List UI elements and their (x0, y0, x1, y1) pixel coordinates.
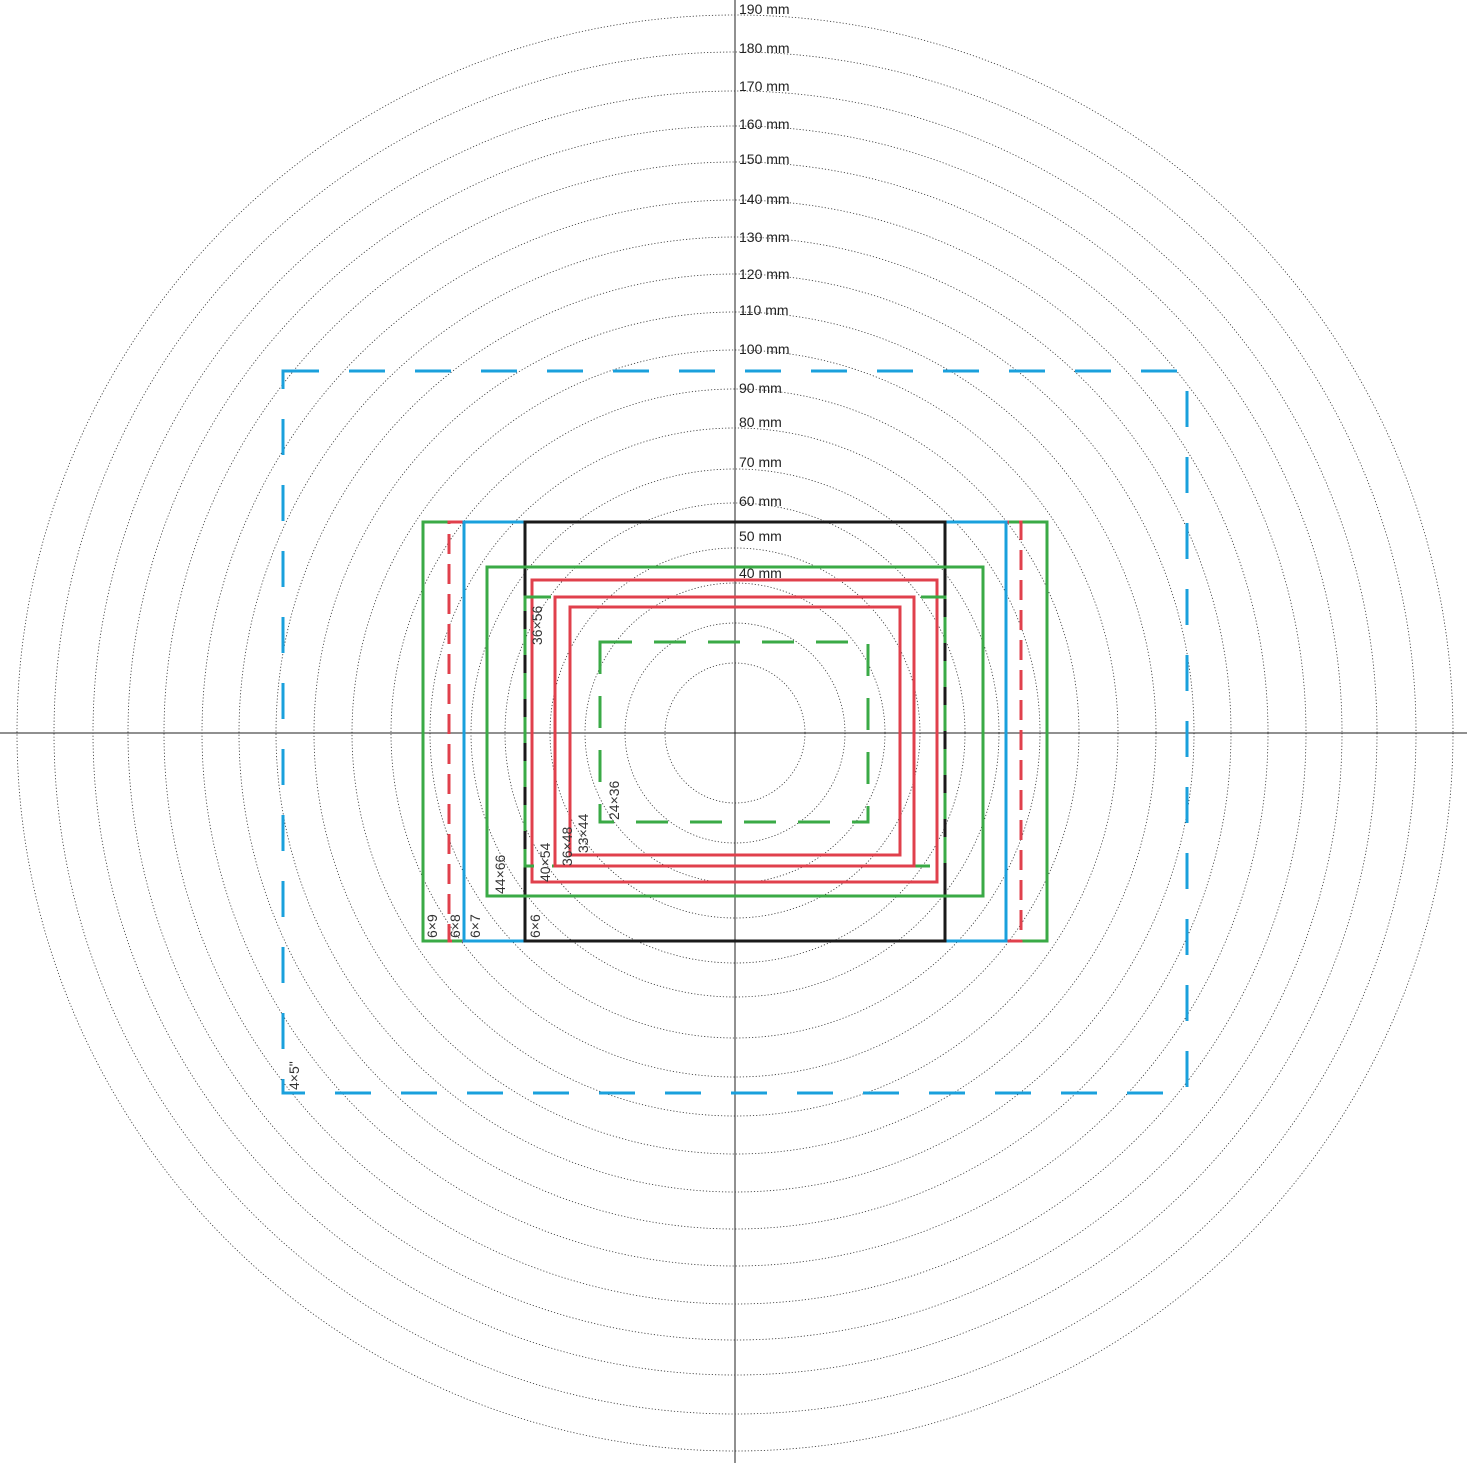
circle-label: 150 mm (739, 151, 790, 167)
format-frame-24x36 (598, 640, 870, 824)
circle-labels: 40 mm 50 mm 60 mm 70 mm 80 mm 90 mm 100 … (739, 1, 790, 581)
format-label-40x54: 40×54 (537, 842, 553, 882)
format-label-44x66: 44×66 (492, 854, 508, 894)
format-label-6x8: 6×8 (447, 914, 463, 938)
format-label-6x9: 6×9 (424, 914, 440, 938)
circle-label: 80 mm (739, 414, 782, 430)
circle-label: 70 mm (739, 454, 782, 470)
format-frame-36x48 (553, 595, 916, 868)
format-label-36x48: 36×48 (559, 826, 575, 866)
circle-label: 170 mm (739, 78, 790, 94)
circle-label: 40 mm (739, 565, 782, 581)
format-label-33x44: 33×44 (575, 813, 591, 853)
circle-label: 140 mm (739, 191, 790, 207)
format-frames (281, 369, 1189, 1095)
circle-label: 130 mm (739, 229, 790, 245)
format-label-36x56: 36×56 (529, 605, 545, 645)
format-frame-4x5in (281, 369, 1189, 1095)
circle-label: 120 mm (739, 266, 790, 282)
format-frame-40x54 (530, 578, 939, 884)
format-label-4x5in: 4×5" (286, 1061, 302, 1090)
circle-label: 50 mm (739, 528, 782, 544)
format-frame-33x44 (568, 605, 902, 857)
circle-label: 100 mm (739, 341, 790, 357)
format-labels: 24×36 33×44 36×48 36×56 40×54 44×66 6×6 … (286, 605, 622, 1090)
circle-label: 180 mm (739, 40, 790, 56)
circle-label: 190 mm (739, 1, 790, 17)
circle-label: 160 mm (739, 116, 790, 132)
format-label-6x7: 6×7 (467, 914, 483, 938)
format-label-6x6: 6×6 (527, 914, 543, 938)
format-frame-44x66 (485, 565, 985, 898)
circle-label: 110 mm (739, 302, 789, 318)
circle-label: 90 mm (739, 380, 782, 396)
format-label-24x36: 24×36 (606, 780, 622, 820)
circle-label: 60 mm (739, 493, 782, 509)
